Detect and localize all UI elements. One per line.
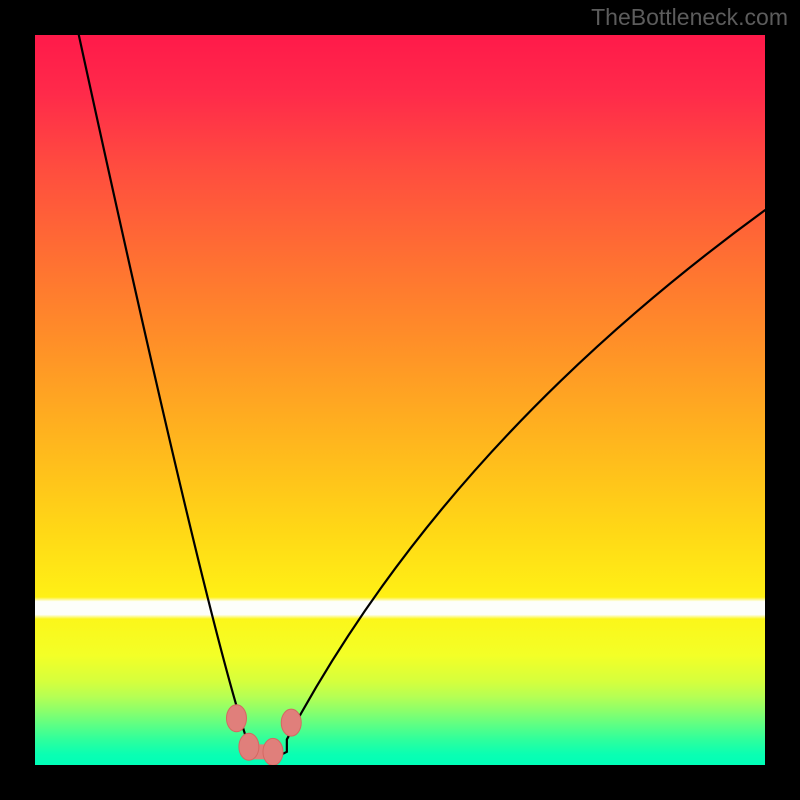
marker-point xyxy=(226,705,246,732)
plot-svg xyxy=(35,35,765,765)
marker-point xyxy=(281,709,301,736)
white-band xyxy=(35,35,765,765)
plot-area xyxy=(35,35,765,765)
marker-point xyxy=(263,738,283,765)
chart-stage: TheBottleneck.com xyxy=(0,0,800,800)
watermark-label: TheBottleneck.com xyxy=(591,4,788,31)
marker-point xyxy=(239,733,259,760)
